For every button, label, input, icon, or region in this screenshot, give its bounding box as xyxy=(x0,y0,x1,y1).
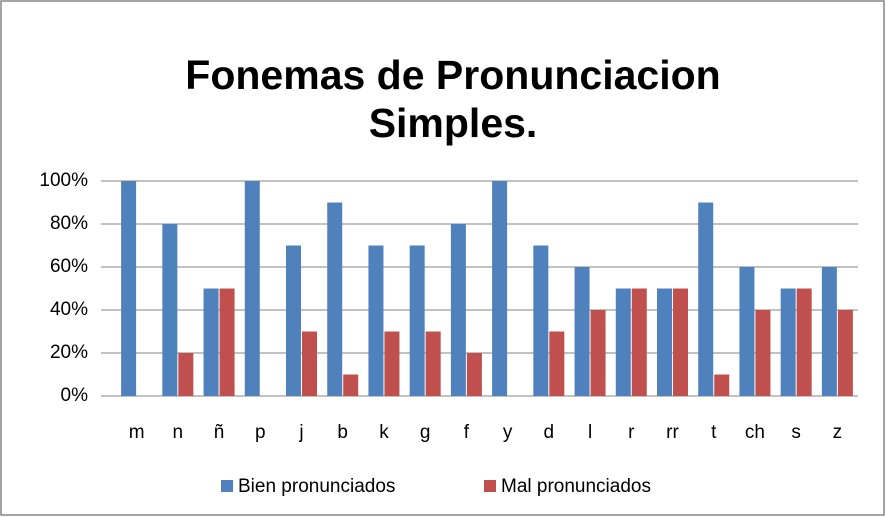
bar xyxy=(714,374,730,396)
bar xyxy=(121,181,137,396)
bar xyxy=(755,310,771,396)
x-tick-label: p xyxy=(255,422,266,443)
x-tick-label: t xyxy=(711,422,717,443)
bar xyxy=(302,331,317,396)
y-tick-label: 20% xyxy=(50,342,88,363)
chart-title: Simples. xyxy=(369,100,538,146)
x-tick-label: b xyxy=(337,422,348,443)
x-tick-label: ñ xyxy=(214,422,225,443)
x-tick-label: y xyxy=(503,422,513,443)
x-tick-label: ch xyxy=(745,422,765,443)
bar xyxy=(178,353,194,396)
bar xyxy=(631,288,647,396)
x-tick-label: g xyxy=(420,422,431,443)
x-tick-label: k xyxy=(379,422,389,443)
bar xyxy=(450,224,466,396)
bar xyxy=(780,288,796,396)
x-tick-label: r xyxy=(628,422,635,443)
x-tick-label: j xyxy=(298,422,303,443)
bar xyxy=(615,288,631,396)
legend-label: Mal pronunciados xyxy=(501,476,651,497)
y-tick-label: 40% xyxy=(50,299,88,320)
bar xyxy=(343,374,359,396)
bar xyxy=(698,202,714,396)
bar xyxy=(657,288,672,396)
bar xyxy=(533,245,549,396)
x-tick-label: m xyxy=(129,422,145,443)
bar xyxy=(327,202,343,396)
bar xyxy=(425,331,441,396)
legend-swatch xyxy=(484,480,496,492)
chart-title: Fonemas de Pronunciacion xyxy=(185,52,720,98)
legend-swatch xyxy=(221,480,233,492)
bar xyxy=(796,288,812,396)
bar xyxy=(384,331,400,396)
bar xyxy=(549,331,565,396)
bar xyxy=(409,245,425,396)
legend-label: Bien pronunciados xyxy=(238,476,395,497)
bar xyxy=(574,267,590,396)
x-tick-label: z xyxy=(833,422,843,443)
x-tick-label: s xyxy=(791,422,801,443)
y-tick-label: 0% xyxy=(61,385,89,406)
bar xyxy=(466,353,482,396)
y-tick-label: 100% xyxy=(39,170,88,191)
bar xyxy=(162,224,178,396)
x-tick-label: l xyxy=(588,422,592,443)
bar xyxy=(821,267,837,396)
bar xyxy=(739,267,755,396)
x-tick-label: n xyxy=(173,422,184,443)
y-tick-label: 60% xyxy=(50,256,88,277)
bar xyxy=(368,245,384,396)
bar xyxy=(244,181,260,396)
x-tick-label: f xyxy=(464,422,470,443)
bar xyxy=(203,288,219,396)
bar xyxy=(492,181,508,396)
bar xyxy=(673,288,688,396)
x-tick-label: d xyxy=(544,422,555,443)
bar xyxy=(590,310,606,396)
bar xyxy=(219,288,235,396)
y-tick-label: 80% xyxy=(50,213,88,234)
x-tick-label: rr xyxy=(666,422,679,443)
bar xyxy=(286,245,301,396)
bar xyxy=(837,310,853,396)
